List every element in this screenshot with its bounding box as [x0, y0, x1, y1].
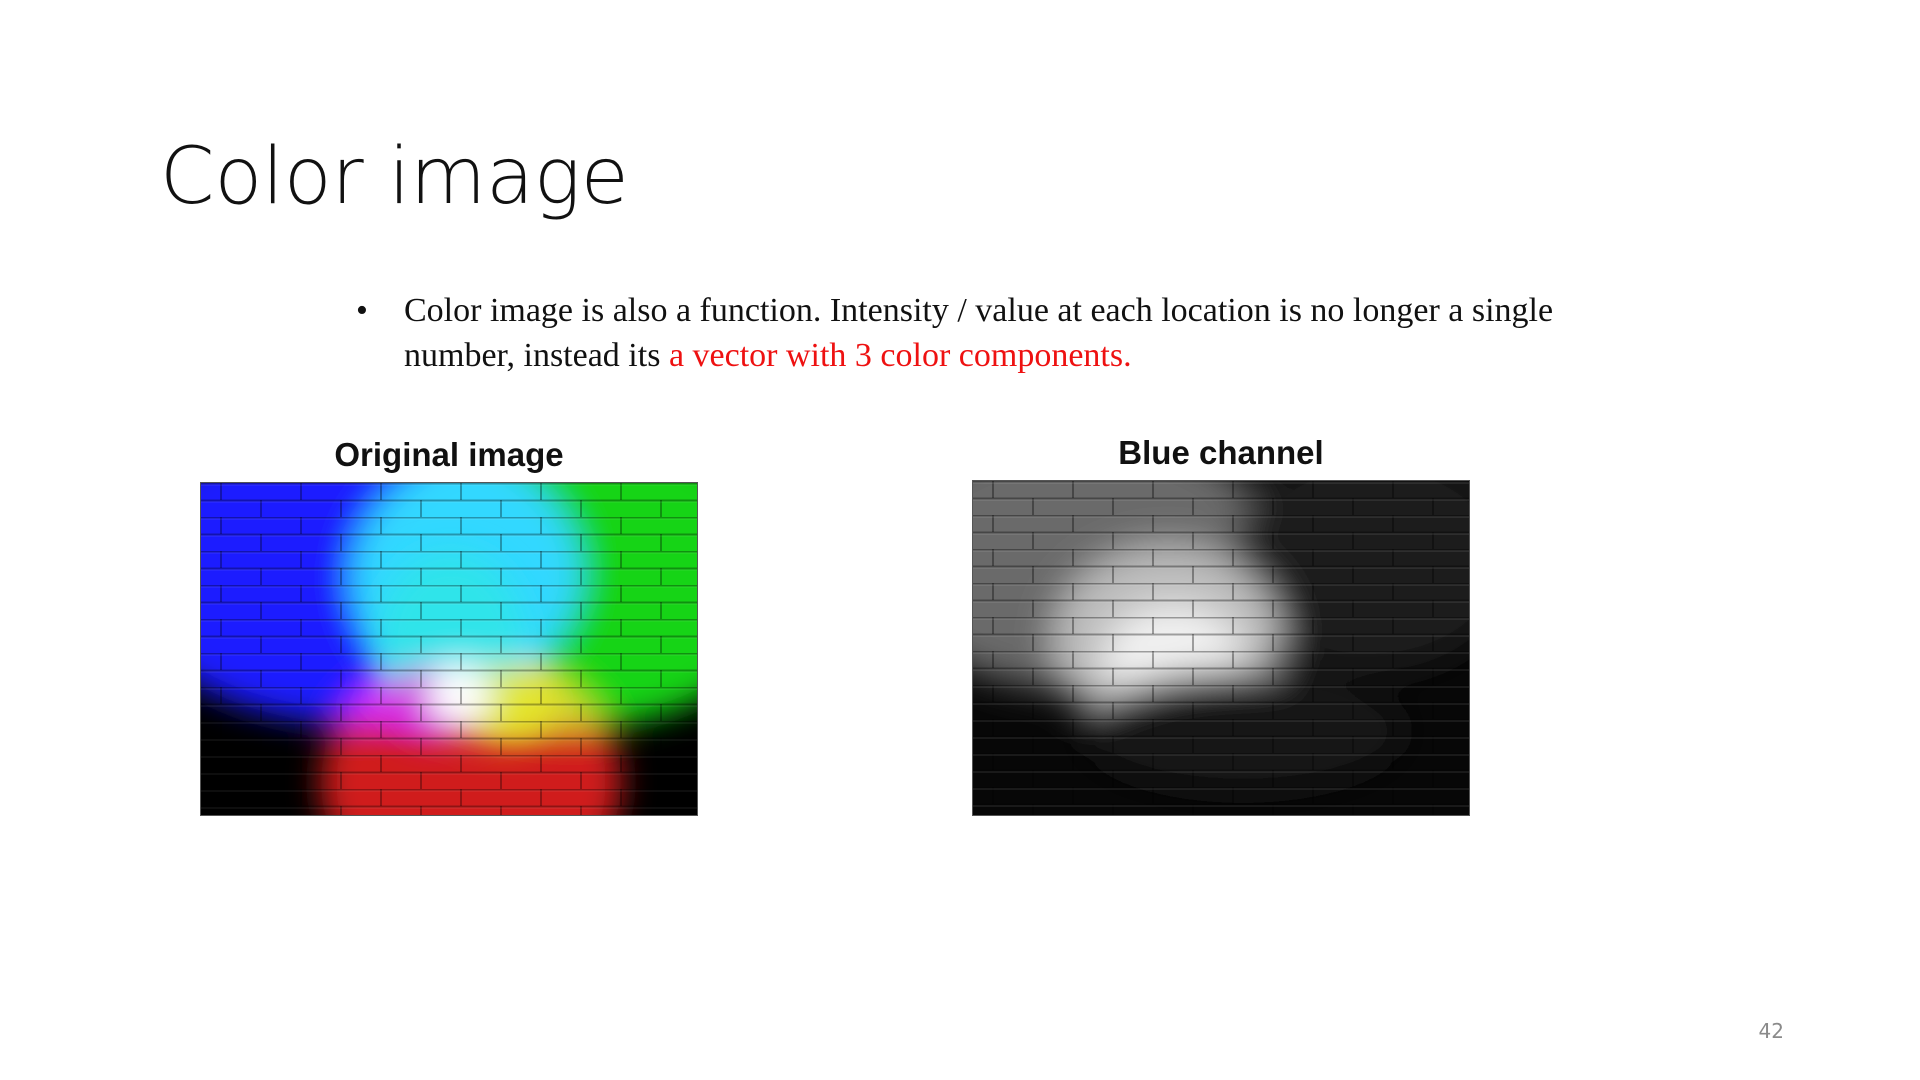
figure-blue-channel: Blue channel	[972, 434, 1470, 816]
blue-channel-image	[972, 480, 1470, 816]
bullet-text-plain: Color image is also a function. Intensit…	[404, 292, 1554, 374]
bullet-text-highlight: a vector with 3 color components.	[668, 337, 1132, 374]
page-number: 42	[1758, 1019, 1784, 1043]
figure-original: Original image	[200, 436, 698, 816]
bullet-item: • Color image is also a function. Intens…	[356, 288, 1556, 378]
figure-label-original: Original image	[334, 436, 564, 473]
bullet-dot-icon: •	[356, 292, 368, 329]
figure-label-blue: Blue channel	[1118, 434, 1324, 471]
original-image	[200, 482, 698, 816]
slide-title: Color image	[160, 132, 629, 222]
bullet-text: Color image is also a function. Intensit…	[404, 288, 1556, 378]
